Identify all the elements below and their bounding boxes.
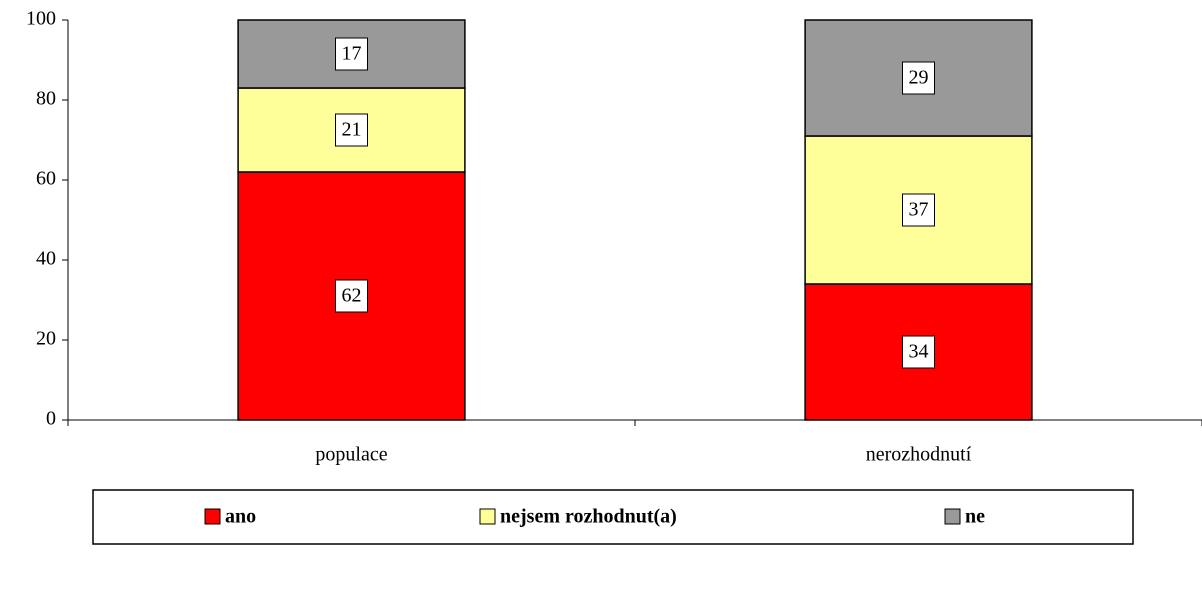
y-tick-label: 20 — [36, 328, 56, 350]
value-label: 21 — [342, 119, 362, 141]
value-label: 17 — [342, 43, 362, 65]
legend-label: ano — [225, 506, 256, 528]
x-tick-label: nerozhodnutí — [866, 444, 972, 466]
legend-swatch — [944, 508, 961, 525]
y-tick-label: 80 — [36, 88, 56, 110]
value-label-box — [902, 61, 935, 95]
y-tick-label: 0 — [46, 408, 56, 430]
y-tick-label: 60 — [36, 168, 56, 190]
y-tick-label: 40 — [36, 248, 56, 270]
value-label: 34 — [909, 341, 929, 363]
value-label: 29 — [909, 67, 929, 89]
value-label-box — [902, 193, 935, 227]
legend-label: nejsem rozhodnut(a) — [500, 506, 677, 528]
legend-swatch — [479, 508, 496, 525]
value-label: 37 — [909, 199, 929, 221]
value-label-box — [335, 279, 368, 313]
y-tick-label: 100 — [26, 8, 56, 30]
value-label-box — [902, 335, 935, 369]
legend-label: ne — [965, 506, 985, 528]
legend-swatch — [204, 508, 221, 525]
x-tick-label: populace — [315, 444, 387, 466]
value-label: 62 — [342, 285, 362, 307]
value-label-box — [335, 113, 368, 147]
value-label-box — [335, 37, 368, 71]
